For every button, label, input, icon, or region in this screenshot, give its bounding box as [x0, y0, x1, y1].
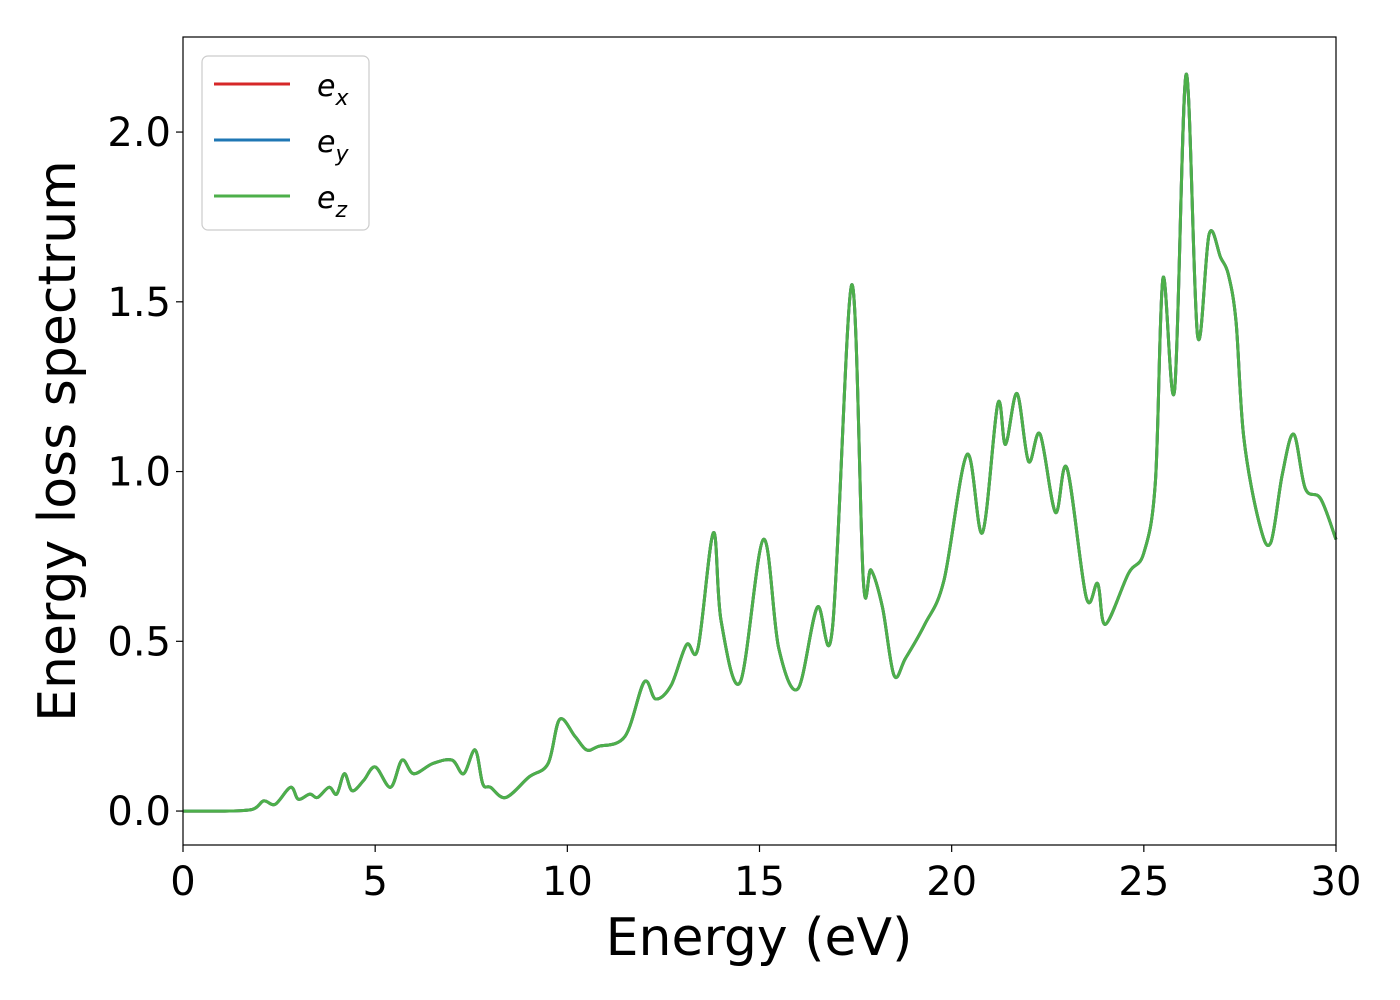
- y-tick-label: 2.0: [107, 110, 171, 156]
- x-tick-label: 25: [1118, 859, 1169, 905]
- legend-label: ex: [317, 69, 349, 111]
- series-layer: [182, 72, 1338, 813]
- x-tick-label: 0: [170, 859, 195, 905]
- x-tick-label: 10: [542, 859, 593, 905]
- y-axis-label: Energy loss spectrum: [28, 160, 88, 722]
- legend-label: ey: [317, 125, 349, 167]
- series-line-e-z: [182, 72, 1338, 813]
- x-tick-label: 30: [1311, 859, 1362, 905]
- y-axis-ticks: 0.0 0.5 1.0 1.5 2.0: [107, 110, 183, 835]
- y-tick-label: 0.0: [107, 789, 171, 835]
- legend-box: [201, 55, 370, 231]
- y-tick-label: 1.5: [107, 280, 171, 326]
- legend: ex ey ez: [201, 55, 370, 231]
- x-tick-label: 15: [734, 859, 785, 905]
- y-tick-label: 1.0: [107, 450, 171, 496]
- y-tick-label: 0.5: [107, 619, 171, 665]
- legend-label: ez: [317, 181, 347, 223]
- x-tick-label: 5: [362, 859, 387, 905]
- x-axis-ticks: 0 5 10 15 20 25 30: [170, 845, 1361, 905]
- x-axis-label: Energy (eV): [606, 908, 913, 968]
- x-tick-label: 20: [926, 859, 977, 905]
